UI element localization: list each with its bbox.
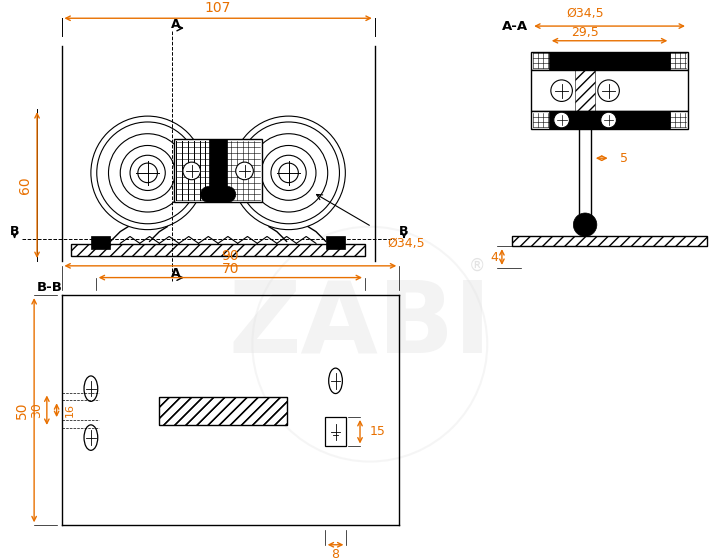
Circle shape: [601, 112, 616, 128]
Bar: [531, 53, 688, 70]
Text: 16: 16: [64, 403, 74, 417]
Text: B-B: B-B: [37, 281, 63, 294]
Bar: [71, 244, 365, 256]
Bar: [324, 417, 346, 446]
Circle shape: [551, 80, 572, 101]
Text: 5: 5: [620, 152, 628, 165]
Text: 70: 70: [221, 262, 239, 276]
Bar: [159, 398, 287, 425]
Circle shape: [573, 213, 597, 236]
Bar: [579, 129, 591, 225]
Text: 50: 50: [15, 402, 30, 419]
Text: B: B: [399, 225, 409, 238]
Bar: [159, 398, 287, 425]
Bar: [549, 111, 671, 129]
Text: 8: 8: [332, 548, 340, 560]
Circle shape: [236, 162, 253, 180]
Text: 29,5: 29,5: [571, 26, 599, 39]
Text: Ø34,5: Ø34,5: [566, 7, 604, 20]
Text: ZABI: ZABI: [229, 276, 492, 373]
Text: A: A: [171, 17, 181, 31]
Circle shape: [220, 186, 236, 202]
Text: ®: ®: [469, 257, 486, 275]
Text: 60: 60: [18, 177, 32, 194]
Circle shape: [200, 186, 216, 202]
Circle shape: [183, 162, 200, 180]
Bar: [512, 236, 707, 246]
Text: 4: 4: [490, 250, 498, 264]
Bar: [512, 236, 707, 246]
Bar: [549, 53, 671, 70]
Text: 30: 30: [30, 402, 43, 418]
Text: 107: 107: [205, 2, 231, 16]
Text: Ø34,5: Ø34,5: [387, 237, 425, 250]
Text: A: A: [171, 267, 181, 280]
Circle shape: [598, 80, 619, 101]
Text: 90: 90: [221, 249, 239, 263]
Circle shape: [554, 112, 570, 128]
Bar: [91, 236, 110, 249]
Bar: [159, 398, 287, 425]
Bar: [531, 70, 688, 111]
Bar: [209, 139, 227, 202]
Bar: [71, 244, 365, 256]
Bar: [575, 70, 595, 111]
Text: B: B: [10, 225, 19, 238]
Bar: [531, 111, 688, 129]
Text: 15: 15: [370, 425, 386, 438]
Bar: [174, 139, 262, 202]
Text: A-A: A-A: [502, 20, 528, 32]
Bar: [326, 236, 345, 249]
